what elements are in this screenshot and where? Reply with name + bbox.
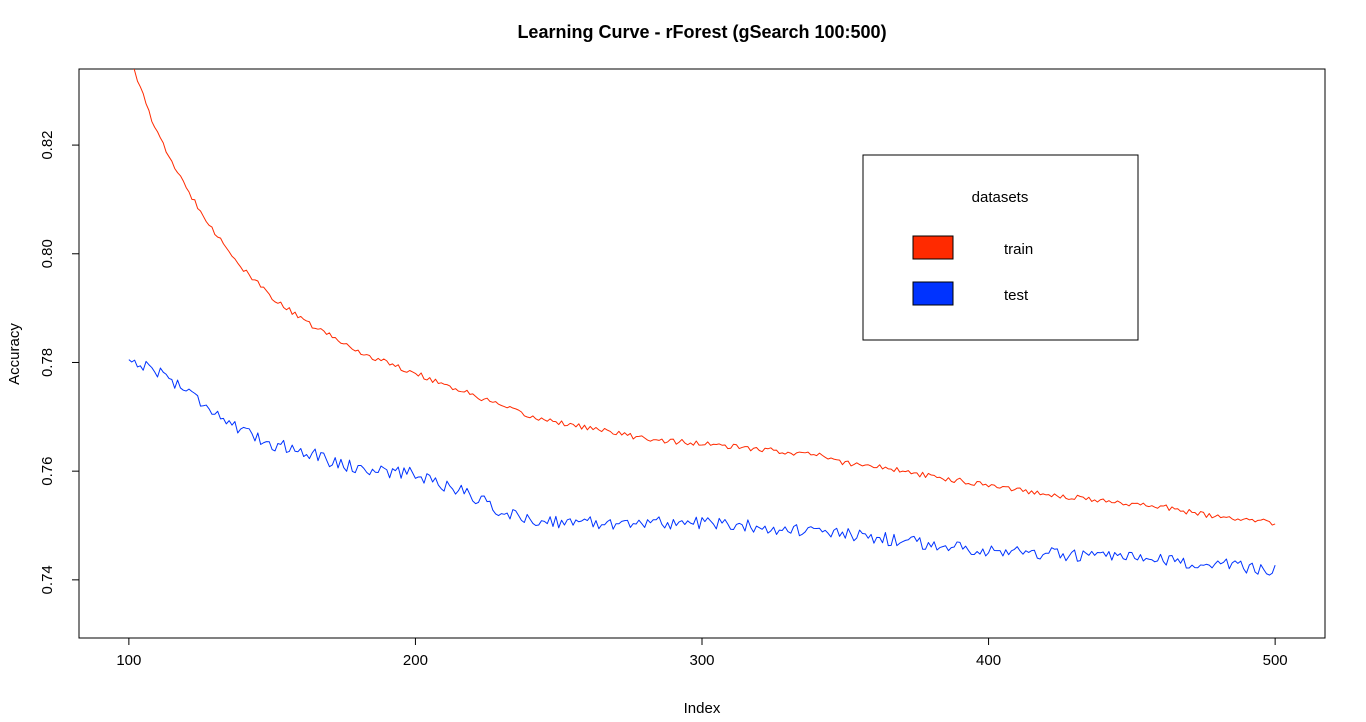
x-axis-label: Index <box>684 700 721 717</box>
x-tick-label: 200 <box>403 652 428 669</box>
y-axis: 0.74 0.76 0.78 0.80 0.82 <box>39 130 80 594</box>
x-axis: 100 200 300 400 500 <box>116 637 1288 669</box>
plot-frame <box>78 68 1326 639</box>
series-line-train <box>133 69 1276 526</box>
y-tick-label: 0.80 <box>39 239 56 268</box>
legend-box <box>862 154 1139 341</box>
series-line-test <box>128 359 1276 576</box>
legend: datasets train test <box>862 154 1139 341</box>
y-tick-label: 0.82 <box>39 130 56 159</box>
y-tick-label: 0.78 <box>39 348 56 377</box>
y-tick-label: 0.74 <box>39 565 56 594</box>
x-tick-label: 400 <box>976 652 1001 669</box>
legend-label-train: train <box>1004 241 1033 258</box>
legend-swatch-test <box>912 281 954 306</box>
y-tick-label: 0.76 <box>39 457 56 486</box>
legend-label-test: test <box>1004 287 1029 304</box>
x-tick-label: 100 <box>116 652 141 669</box>
x-tick-label: 300 <box>689 652 714 669</box>
chart-title: Learning Curve - rForest (gSearch 100:50… <box>517 22 886 42</box>
legend-swatch-train <box>912 235 954 260</box>
x-tick-label: 500 <box>1263 652 1288 669</box>
y-axis-label: Accuracy <box>6 323 23 385</box>
series-layer <box>128 69 1276 576</box>
legend-title: datasets <box>972 189 1029 206</box>
